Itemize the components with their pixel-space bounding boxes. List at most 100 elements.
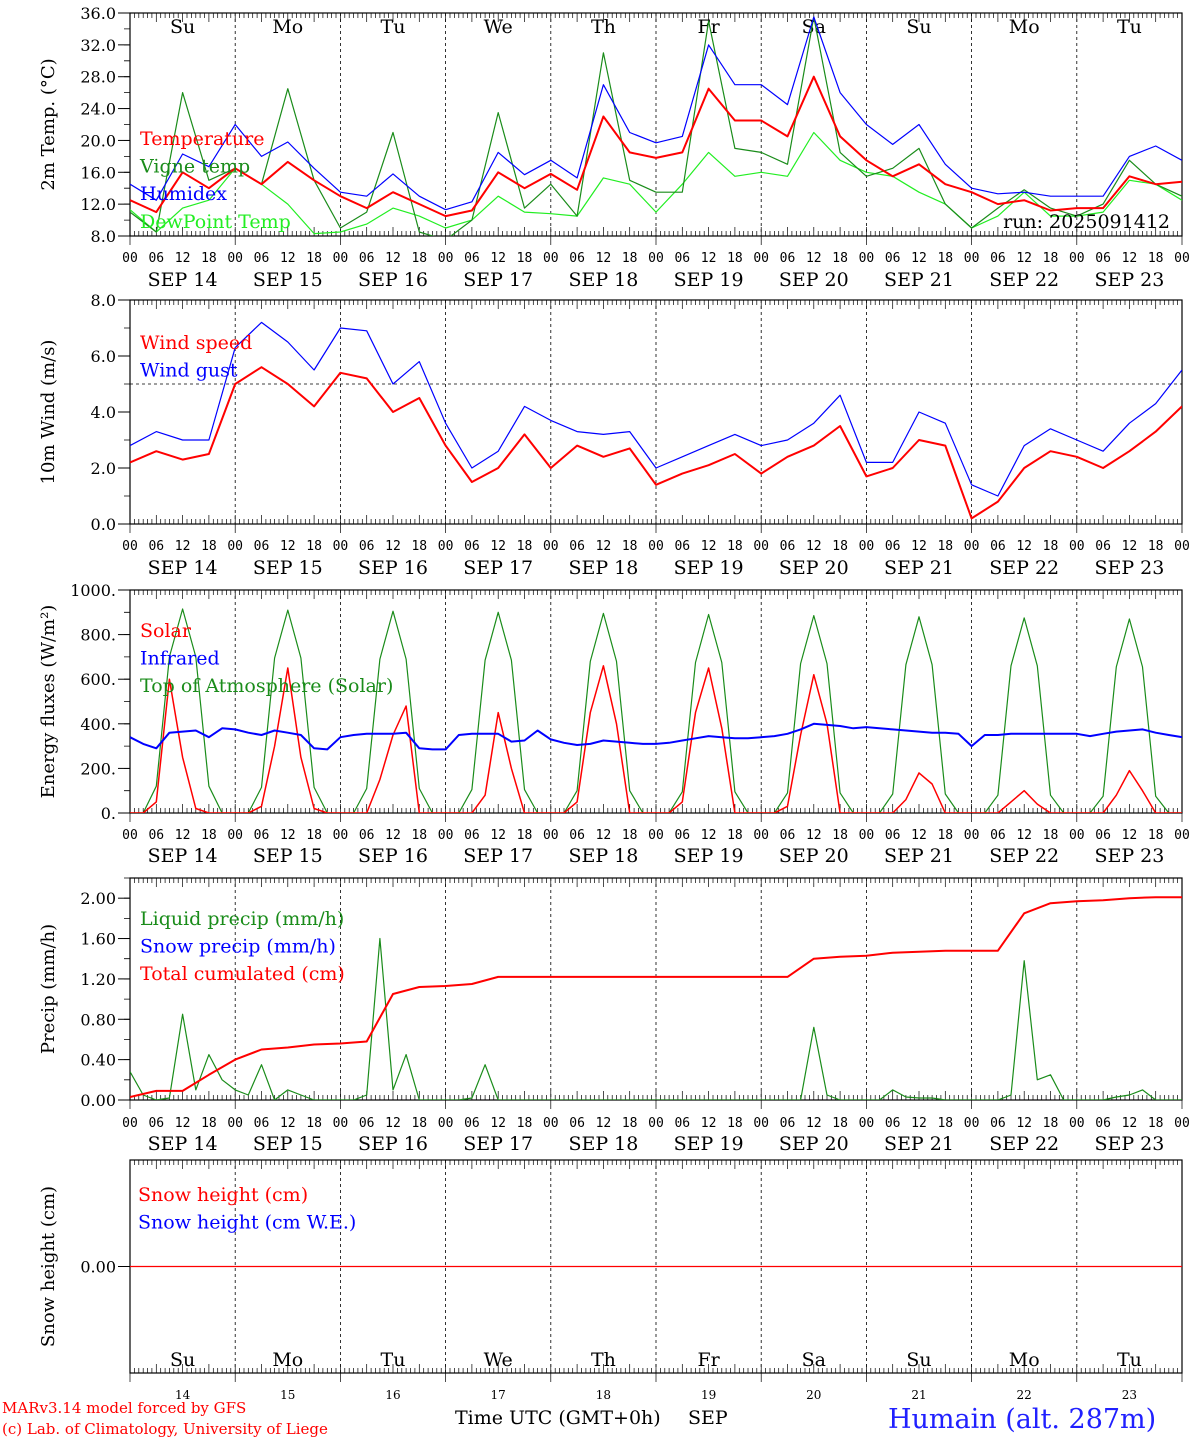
day-number-label: 20: [806, 1388, 821, 1402]
hour-label: 06: [990, 539, 1006, 554]
y-tick-label: 28.0: [80, 68, 116, 87]
hour-label: 00: [753, 251, 769, 266]
hour-label: 18: [306, 539, 322, 554]
hour-label: 00: [964, 1116, 980, 1131]
date-label: SEP 14: [148, 269, 218, 291]
weekday-label: Tu: [381, 1349, 406, 1371]
weekday-label: Mo: [272, 16, 303, 38]
hour-label: 00: [1069, 1116, 1085, 1131]
y-tick-label: 24.0: [80, 100, 116, 119]
weekday-label: Sa: [802, 1349, 826, 1371]
hour-label: 18: [411, 251, 427, 266]
model-credit: MARv3.14 model forced by GFS: [2, 1399, 246, 1417]
hour-label: 06: [1095, 1116, 1111, 1131]
hour-label: 00: [333, 539, 349, 554]
hour-label: 06: [359, 1116, 375, 1131]
hour-label: 18: [517, 251, 533, 266]
hour-label: 12: [175, 1116, 191, 1131]
hour-label: 18: [832, 539, 848, 554]
hour-label: 06: [464, 828, 480, 843]
date-label: SEP 17: [463, 269, 533, 291]
day-number-label: 22: [1017, 1388, 1032, 1402]
day-number-label: 19: [701, 1388, 716, 1402]
weekday-label: Tu: [1117, 1349, 1142, 1371]
hour-label: 12: [806, 539, 822, 554]
y-tick-label: 0.00: [80, 1091, 116, 1110]
series-line-solar: [130, 665, 1182, 813]
y-tick-label: 16.0: [80, 163, 116, 182]
legend-entry: Snow precip (mm/h): [140, 936, 336, 958]
day-number-label: 14: [175, 1388, 191, 1402]
hour-label: 06: [674, 1116, 690, 1131]
hour-label: 00: [227, 539, 243, 554]
hour-label: 06: [254, 828, 270, 843]
weekday-label: Su: [906, 1349, 931, 1371]
hour-label: 12: [280, 539, 296, 554]
hour-label: 12: [911, 539, 927, 554]
y-tick-label: 12.0: [80, 195, 116, 214]
hour-label: 00: [964, 828, 980, 843]
hour-label: 00: [333, 1116, 349, 1131]
hour-label: 12: [806, 251, 822, 266]
series-line-infrared: [130, 722, 1182, 751]
hour-label: 18: [622, 251, 638, 266]
hour-label: 06: [464, 539, 480, 554]
hour-label: 18: [306, 251, 322, 266]
date-label: SEP 20: [779, 1133, 849, 1155]
hour-label: 06: [885, 251, 901, 266]
hour-label: 18: [622, 828, 638, 843]
date-label: SEP 15: [253, 1133, 323, 1155]
date-label: SEP 23: [1094, 1133, 1164, 1155]
hour-label: 18: [306, 1116, 322, 1131]
hour-label: 06: [148, 1116, 164, 1131]
hour-label: 06: [359, 251, 375, 266]
date-label: SEP 15: [253, 269, 323, 291]
hour-label: 12: [911, 251, 927, 266]
hour-label: 18: [411, 539, 427, 554]
date-label: SEP 18: [568, 269, 638, 291]
legend-entry: Snow height (cm): [138, 1184, 308, 1206]
hour-label: 12: [701, 251, 717, 266]
hour-label: 18: [727, 1116, 743, 1131]
hour-label: 00: [543, 828, 559, 843]
hour-label: 12: [911, 828, 927, 843]
legend-entry: Wind gust: [140, 360, 238, 382]
x-axis-title: Time UTC (GMT+0h): [455, 1407, 661, 1429]
lab-credit: (c) Lab. of Climatology, University of L…: [2, 1420, 328, 1438]
date-label: SEP 20: [779, 557, 849, 579]
date-label: SEP 20: [779, 269, 849, 291]
legend-entry: Snow height (cm W.E.): [138, 1212, 356, 1234]
date-label: SEP 23: [1094, 557, 1164, 579]
y-tick-label: 36.0: [80, 4, 116, 23]
hour-label: 00: [1174, 828, 1190, 843]
legend-entry: Total cumulated (cm): [140, 963, 345, 985]
series-line-wind-speed: [130, 366, 1182, 520]
hour-label: 18: [622, 1116, 638, 1131]
panel-3: 0. 200. 400. 600. 800. 1000. Energy fluxes (W/…: [38, 581, 1190, 867]
date-label: SEP 14: [148, 845, 218, 867]
hour-label: 18: [517, 828, 533, 843]
hour-label: 12: [385, 828, 401, 843]
date-label: SEP 20: [779, 845, 849, 867]
legend-entry: Solar: [140, 620, 192, 642]
y-axis-title: Energy fluxes (W/m²): [38, 605, 59, 799]
hour-label: 12: [490, 251, 506, 266]
hour-label: 06: [674, 251, 690, 266]
hour-label: 06: [1095, 539, 1111, 554]
hour-label: 18: [1148, 1116, 1164, 1131]
y-minor-ticks: [124, 299, 130, 525]
y-axis-title: Snow height (cm): [38, 1186, 59, 1347]
hour-label: 12: [280, 1116, 296, 1131]
hour-label: 12: [385, 1116, 401, 1131]
hour-label: 18: [201, 1116, 217, 1131]
series-group: [130, 896, 1182, 1100]
station-name: Humain (alt. 287m): [888, 1404, 1156, 1435]
y-tick-label: 8.0: [91, 227, 116, 246]
hour-label: 18: [937, 251, 953, 266]
day-number-label: 16: [385, 1388, 400, 1402]
date-label: SEP 15: [253, 845, 323, 867]
hour-label: 00: [648, 828, 664, 843]
hour-label: 00: [648, 1116, 664, 1131]
series-line-wind-gust: [130, 321, 1182, 497]
